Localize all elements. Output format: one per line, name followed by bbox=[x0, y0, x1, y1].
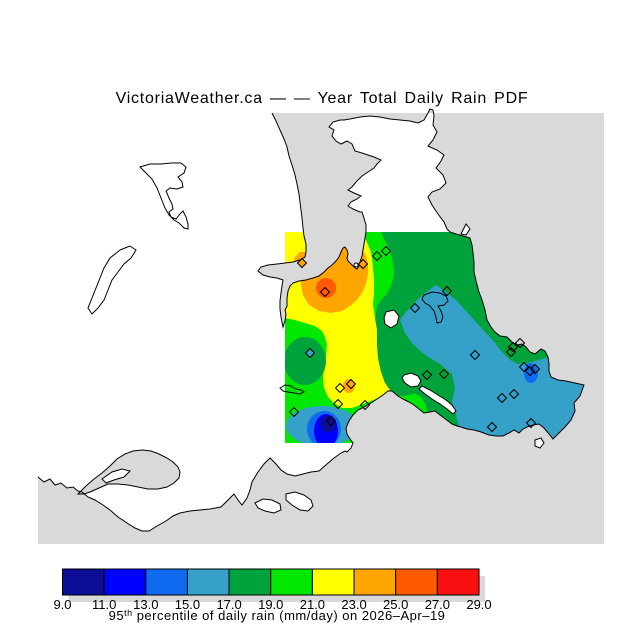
svg-text:VictoriaWeather.ca — — Year To: VictoriaWeather.ca — — Year Total Daily … bbox=[116, 90, 529, 107]
svg-text:9.0: 9.0 bbox=[53, 597, 71, 612]
svg-text:23.0: 23.0 bbox=[341, 597, 366, 612]
svg-text:17.0: 17.0 bbox=[216, 597, 241, 612]
svg-text:11.0: 11.0 bbox=[92, 597, 116, 612]
svg-text:19.0: 19.0 bbox=[258, 597, 283, 612]
svg-text:13.0: 13.0 bbox=[133, 597, 158, 612]
svg-text:21.0: 21.0 bbox=[300, 597, 325, 612]
svg-text:95th percentile of daily rain: 95th percentile of daily rain (mm/day) o… bbox=[109, 608, 446, 623]
svg-text:27.0: 27.0 bbox=[425, 597, 450, 612]
svg-text:15.0: 15.0 bbox=[175, 597, 200, 612]
svg-text:29.0: 29.0 bbox=[466, 597, 491, 612]
svg-text:25.0: 25.0 bbox=[383, 597, 408, 612]
